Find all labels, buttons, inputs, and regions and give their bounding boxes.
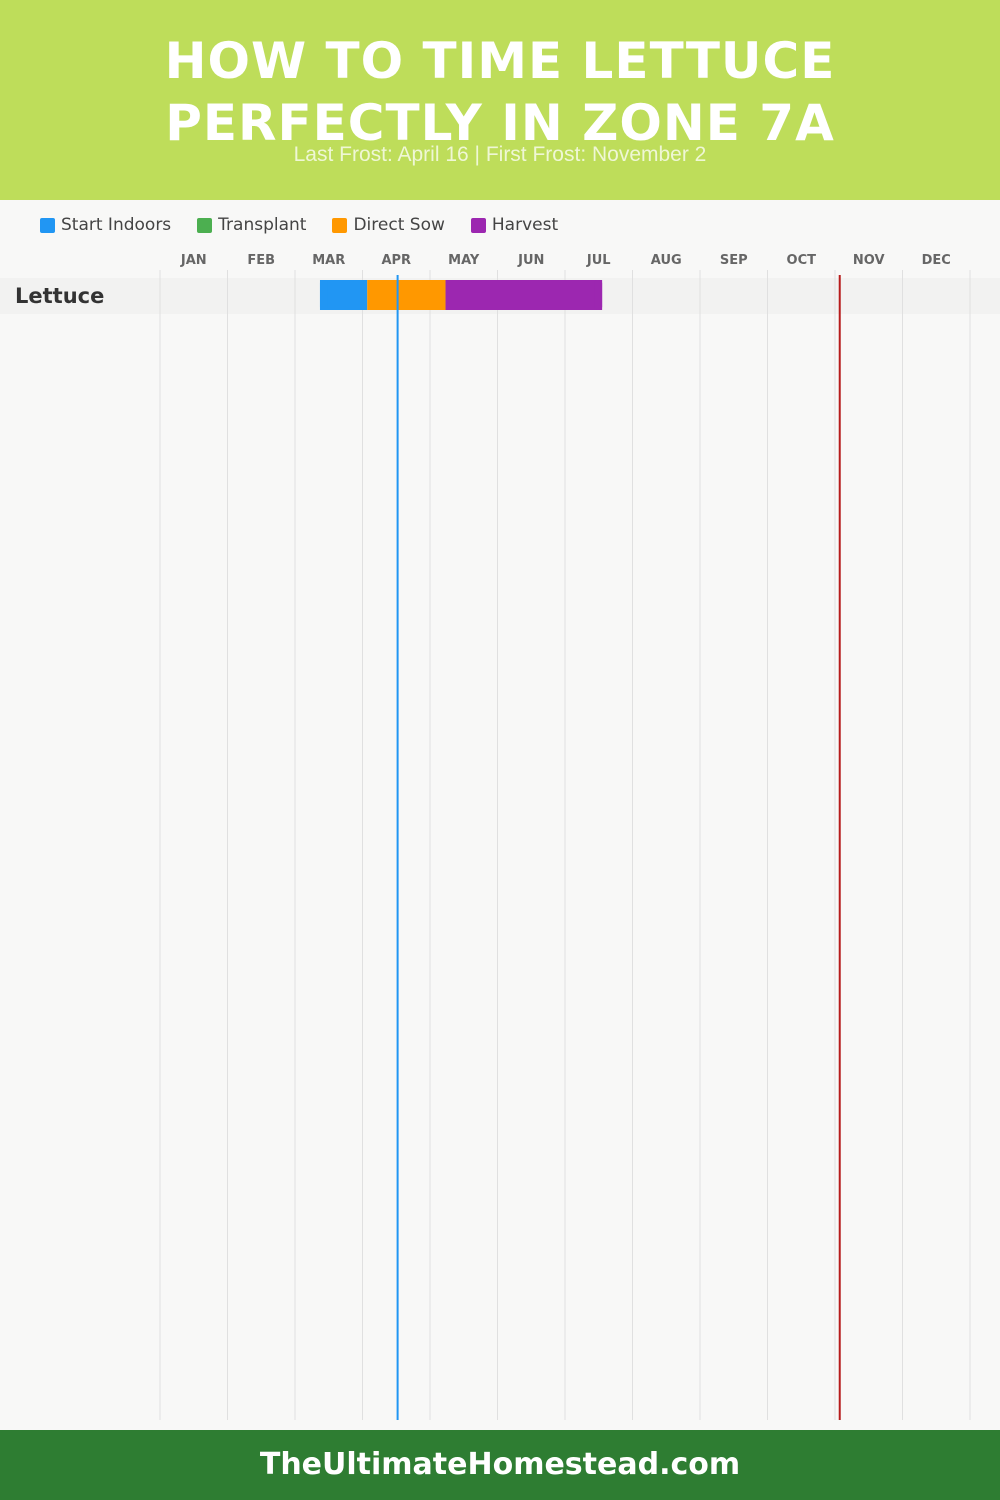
planting-calendar-chart: JAN FEB MAR APR MAY JUN JUL AUG SEP OCT NOV DEC Lett… [15, 253, 971, 1420]
legend-item-harvest: Harvest [470, 215, 559, 235]
site-url: TheUltimateHomestead.com [259, 1447, 741, 1482]
legend-item-transplant: Transplant [197, 215, 306, 235]
legend-label: Harvest [491, 215, 559, 235]
legend-swatch [332, 217, 348, 233]
header-banner: HOW TO TIME LETTUCE PERFECTLY IN ZONE 7A… [0, 0, 1000, 200]
bar-harvest [445, 280, 603, 310]
page-title: HOW TO TIME LETTUCE PERFECTLY IN ZONE 7A [164, 32, 836, 152]
legend-label: Transplant [218, 215, 307, 235]
bar-harvest-cap [594, 280, 603, 310]
month-label: MAR [312, 253, 345, 268]
month-label: AUG [651, 253, 682, 268]
legend-label: Start Indoors [61, 215, 172, 235]
chart-legend: Start Indoors Transplant Direct Sow Harv… [40, 214, 584, 236]
legend-label: Direct Sow [353, 215, 445, 235]
legend-swatch [197, 217, 213, 233]
footer-banner: TheUltimateHomestead.com [0, 1430, 1000, 1500]
month-label: SEP [720, 253, 748, 268]
crop-label: Lettuce [15, 284, 104, 308]
month-label: JAN [180, 253, 207, 268]
month-label: APR [381, 253, 411, 268]
frost-dates-subtitle: Last Frost: April 16 | First Frost: Nove… [293, 143, 707, 166]
month-label: JUN [517, 253, 544, 268]
month-label: OCT [787, 253, 817, 268]
legend-swatch [470, 217, 486, 233]
month-label: FEB [247, 253, 275, 268]
month-label: NOV [853, 253, 885, 268]
legend-item-start-indoors: Start Indoors [40, 215, 171, 235]
legend-swatch [40, 217, 55, 233]
legend-item-direct-sow: Direct Sow [332, 215, 445, 235]
month-label: JUL [586, 253, 611, 268]
bar-start-indoors-cap [319, 280, 328, 310]
bar-direct-sow [367, 280, 446, 310]
month-label: MAY [448, 253, 480, 268]
month-label: DEC [922, 253, 951, 268]
